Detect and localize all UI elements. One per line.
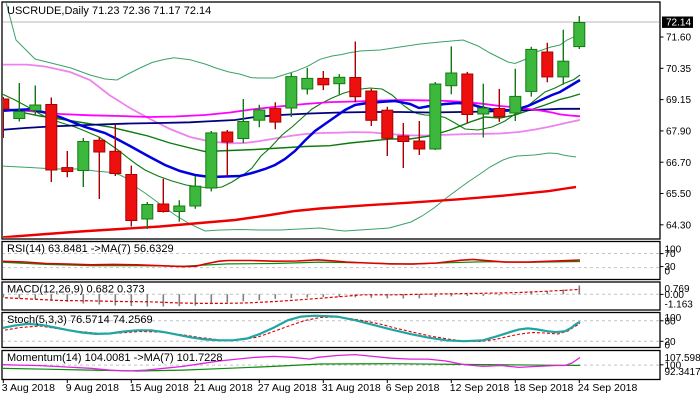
svg-text:72.14: 72.14 xyxy=(666,18,691,29)
svg-text:18 Sep 2018: 18 Sep 2018 xyxy=(514,382,574,394)
svg-text:70: 70 xyxy=(665,249,677,260)
svg-text:RSI(14) 63.8481 ->MA(7) 56.63: RSI(14) 63.8481 ->MA(7) 56.6329 xyxy=(7,243,174,255)
svg-text:92.3417: 92.3417 xyxy=(665,367,700,378)
svg-text:12 Sep 2018: 12 Sep 2018 xyxy=(450,382,510,394)
svg-text:21 Aug 2018: 21 Aug 2018 xyxy=(194,382,253,394)
svg-text:70.35: 70.35 xyxy=(666,64,691,75)
svg-text:USCRUDE,Daily 71.23 72.36 71.: USCRUDE,Daily 71.23 72.36 71.17 72.14 xyxy=(7,5,211,17)
svg-text:15 Aug 2018: 15 Aug 2018 xyxy=(130,382,189,394)
svg-text:0: 0 xyxy=(665,340,671,351)
svg-text:-1.163: -1.163 xyxy=(665,299,694,310)
svg-text:27 Aug 2018: 27 Aug 2018 xyxy=(258,382,317,394)
svg-text:3 Aug 2018: 3 Aug 2018 xyxy=(2,382,55,394)
svg-text:65.50: 65.50 xyxy=(666,189,691,200)
svg-text:67.90: 67.90 xyxy=(666,127,691,138)
svg-text:MACD(12,26,9) 0.682 0.373: MACD(12,26,9) 0.682 0.373 xyxy=(7,284,145,296)
svg-text:Momentum(14) 104.0081 ->MA(7): Momentum(14) 104.0081 ->MA(7) 101.7228 xyxy=(7,352,223,364)
svg-text:0: 0 xyxy=(665,267,671,278)
svg-text:66.70: 66.70 xyxy=(666,158,691,169)
svg-text:31 Aug 2018: 31 Aug 2018 xyxy=(322,382,381,394)
svg-text:69.15: 69.15 xyxy=(666,95,691,106)
svg-text:9 Aug 2018: 9 Aug 2018 xyxy=(66,382,119,394)
svg-text:24 Sep 2018: 24 Sep 2018 xyxy=(578,382,638,394)
svg-text:64.30: 64.30 xyxy=(666,220,691,231)
svg-text:6 Sep 2018: 6 Sep 2018 xyxy=(386,382,440,394)
svg-text:Stoch(5,3,3) 76.5714 74.2569: Stoch(5,3,3) 76.5714 74.2569 xyxy=(7,314,153,326)
svg-text:71.60: 71.60 xyxy=(666,33,691,44)
svg-text:80: 80 xyxy=(665,316,677,327)
